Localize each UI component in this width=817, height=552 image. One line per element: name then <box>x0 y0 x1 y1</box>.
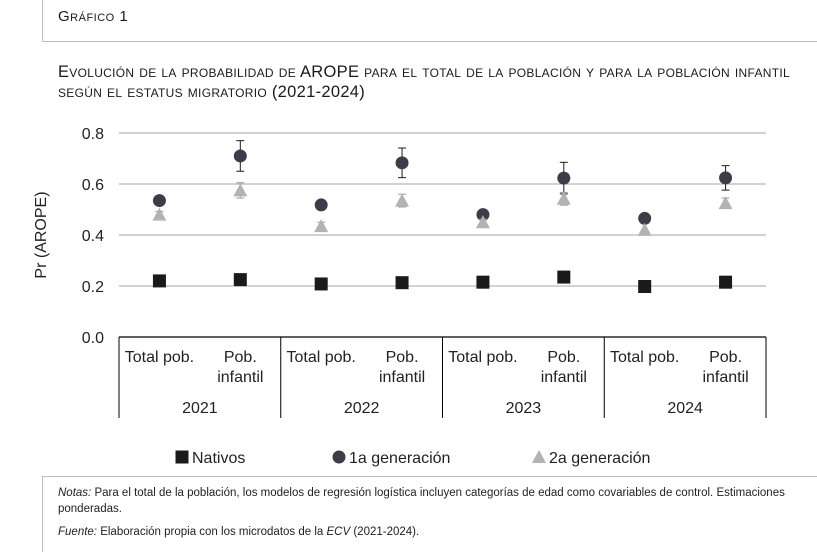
bottom-divider <box>42 476 817 477</box>
data-point <box>152 207 167 221</box>
data-point <box>314 277 328 291</box>
source-text-end: (2021-2024). <box>350 526 420 538</box>
y-tick-label: 0.2 <box>82 279 104 296</box>
x-year-label: 2024 <box>667 400 703 417</box>
notes-label: Notas: <box>58 487 92 499</box>
axis-layer: 0.0 0.2 0.4 0.6 0.8 Pr (AROPE) Total pob. Pob. i… <box>33 126 767 418</box>
source-italic: ECV <box>326 526 351 538</box>
legend-label: 1a generación <box>349 450 450 467</box>
data-point <box>314 219 329 233</box>
data-point <box>638 280 652 294</box>
legend-marker <box>532 450 546 463</box>
y-tick-label: 0.8 <box>82 126 104 143</box>
source-label: Fuente: <box>58 526 97 538</box>
data-point <box>718 196 733 210</box>
data-point <box>314 198 328 212</box>
data-point <box>152 194 166 208</box>
x-year-label: 2021 <box>182 400 218 417</box>
chart-title: Evolución de la probabilidad de AROPE pa… <box>58 63 790 101</box>
data-point <box>638 211 652 225</box>
grid-layer <box>119 132 766 287</box>
x-year-label: 2023 <box>506 400 542 417</box>
legend-label: 2a generación <box>549 450 650 467</box>
data-point <box>476 275 490 289</box>
data-point <box>395 193 410 207</box>
figure-label: Gráfico 1 <box>58 8 129 25</box>
top-divider <box>42 41 817 42</box>
data-point <box>556 191 571 205</box>
y-tick-label: 0.4 <box>82 228 104 245</box>
legend-marker <box>332 450 346 464</box>
source-text: Elaboración propia con los microdatos de… <box>97 526 327 538</box>
data-point <box>233 273 247 287</box>
x-tick-label: Pob. infantil <box>379 349 425 386</box>
data-point <box>476 208 490 222</box>
data-point <box>475 215 490 229</box>
data-point <box>637 222 652 236</box>
x-tick-label: Total pob. <box>610 349 679 366</box>
data-point <box>557 171 571 185</box>
x-tick-label: Pob. infantil <box>541 349 587 386</box>
chart-svg: 0.0 0.2 0.4 0.6 0.8 Pr (AROPE) Total pob. Pob. i… <box>33 126 767 467</box>
x-tick-label: Total pob. <box>448 349 517 366</box>
x-tick-label: Total pob. <box>125 349 194 366</box>
left-divider-bottom <box>42 476 43 552</box>
legend-label: Nativos <box>192 450 245 467</box>
left-divider <box>42 0 43 42</box>
y-tick-label: 0.6 <box>82 177 104 194</box>
data-point <box>233 149 247 163</box>
legend-marker <box>175 450 189 464</box>
data-point <box>719 171 733 185</box>
data-point <box>395 156 409 170</box>
notes: Notas: Para el total de la población, lo… <box>58 485 817 517</box>
x-tick-label: Pob. infantil <box>702 349 748 386</box>
y-axis-label: Pr (AROPE) <box>33 191 50 278</box>
data-point <box>233 183 248 197</box>
data-point <box>395 276 409 290</box>
data-point <box>557 270 571 284</box>
x-tick-label: Total pob. <box>286 349 355 366</box>
notes-text: Para el total de la población, los model… <box>58 487 785 515</box>
x-tick-label: Pob. infantil <box>217 349 263 386</box>
y-tick-label: 0.0 <box>82 330 104 347</box>
legend: Nativos 1a generación 2a generación <box>175 450 650 467</box>
data-point <box>719 275 733 289</box>
marks-layer <box>152 140 733 294</box>
source: Fuente: Elaboración propia con los micro… <box>58 524 817 540</box>
data-point <box>152 274 166 288</box>
x-year-label: 2022 <box>344 400 380 417</box>
